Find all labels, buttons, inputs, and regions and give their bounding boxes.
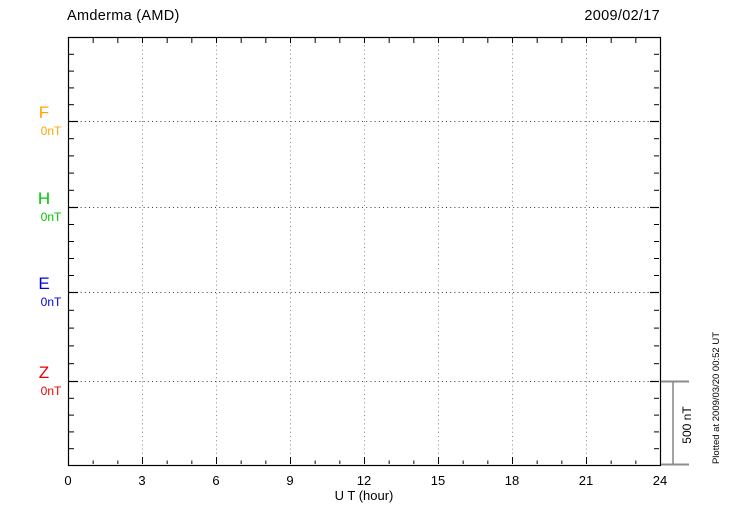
plot-frame <box>67 36 662 467</box>
scale-bar-label: 500 nT <box>680 406 694 444</box>
series-baseline-label-E: 0nT <box>40 295 62 309</box>
series-baseline-label-F: 0nT <box>40 124 62 138</box>
x-tick-label-12: 12 <box>356 473 372 488</box>
x-tick-label-3: 3 <box>138 473 146 488</box>
x-tick-label-21: 21 <box>578 473 594 488</box>
x-tick-label-6: 6 <box>212 473 220 488</box>
series-label-F: F <box>38 103 50 122</box>
x-tick-label-18: 18 <box>504 473 520 488</box>
x-tick-label-0: 0 <box>64 473 72 488</box>
series-label-H: H <box>37 189 51 208</box>
x-axis-title: U T (hour) <box>334 488 394 503</box>
series-label-E: E <box>38 274 50 293</box>
series-baseline-label-Z: 0nT <box>40 384 62 398</box>
page-title: Amderma (AMD) <box>67 8 180 24</box>
series-baseline-label-H: 0nT <box>40 210 62 224</box>
x-tick-label-15: 15 <box>430 473 446 488</box>
x-tick-label-9: 9 <box>286 473 294 488</box>
x-tick-label-24: 24 <box>652 473 668 488</box>
plot-date: 2009/02/17 <box>584 8 660 24</box>
plotted-at-note: Plotted at 2009/03/20 00:52 UT <box>711 331 722 465</box>
series-label-Z: Z <box>38 363 50 382</box>
